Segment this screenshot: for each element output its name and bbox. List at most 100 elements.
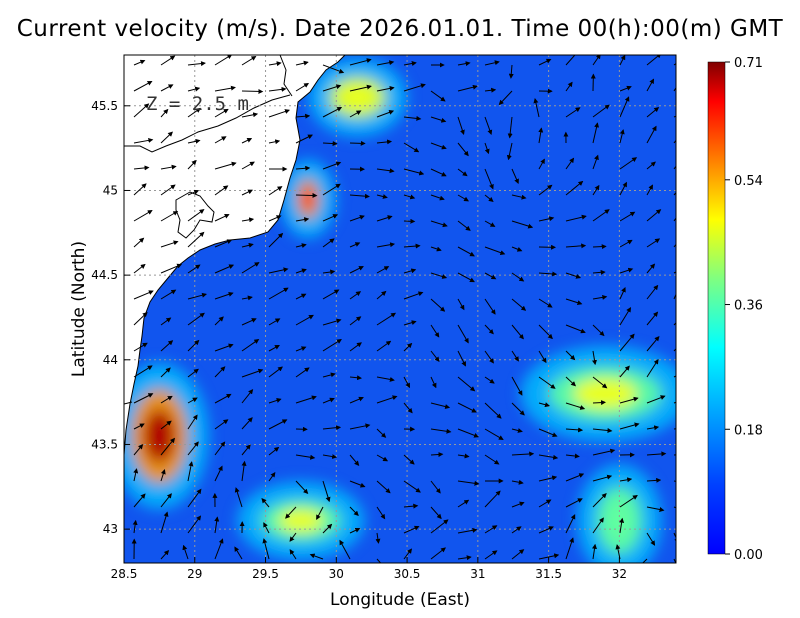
- velocity-arrow: [673, 532, 676, 544]
- x-tick-label: 31: [470, 567, 485, 581]
- speed-patches: [124, 57, 676, 563]
- velocity-arrow: [160, 437, 176, 456]
- velocity-arrow: [285, 506, 297, 519]
- velocity-arrow: [673, 480, 676, 482]
- velocity-arrow: [241, 161, 255, 170]
- velocity-arrow: [592, 324, 605, 337]
- velocity-arrow: [349, 396, 364, 404]
- velocity-arrow: [322, 523, 333, 534]
- velocity-arrow: [619, 96, 630, 118]
- velocity-arrow: [457, 428, 480, 438]
- velocity-arrow: [430, 402, 451, 409]
- velocity-arrow: [538, 298, 553, 308]
- velocity-arrow: [133, 183, 147, 196]
- velocity-arrow: [646, 55, 662, 66]
- velocity-arrow: [241, 112, 259, 118]
- speed-core: [301, 187, 315, 211]
- velocity-arrow: [673, 86, 676, 92]
- velocity-arrow: [430, 519, 449, 534]
- velocity-arrow: [322, 214, 339, 222]
- velocity-arrow: [565, 180, 584, 196]
- velocity-arrow: [619, 333, 635, 352]
- velocity-arrow: [619, 307, 632, 326]
- velocity-arrow: [592, 493, 607, 508]
- velocity-arrow: [133, 103, 150, 118]
- velocity-arrow: [376, 428, 387, 438]
- velocity-arrow: [484, 220, 496, 227]
- y-axis-ticks: 43 43.5 44 44.5 45 45.5: [91, 99, 130, 536]
- velocity-arrow: [214, 108, 229, 118]
- velocity-arrow: [511, 451, 535, 457]
- velocity-arrow: [565, 537, 574, 560]
- velocity-arrow: [241, 339, 260, 352]
- velocity-arrow: [646, 311, 659, 326]
- velocity-arrow: [457, 61, 471, 67]
- velocity-arrow: [646, 161, 656, 170]
- colorbar-label: 0.18: [734, 423, 763, 438]
- velocity-arrow: [619, 267, 634, 274]
- velocity-arrow: [376, 215, 393, 222]
- velocity-arrow: [592, 448, 616, 456]
- velocity-arrow: [295, 83, 310, 92]
- x-tick-label: 29: [187, 567, 202, 581]
- velocity-arrow: [457, 480, 480, 486]
- velocity-arrow: [430, 220, 448, 228]
- colorbar-label: 0.54: [734, 174, 763, 189]
- y-tick-label: 44.5: [91, 268, 118, 282]
- velocity-arrow: [322, 289, 340, 300]
- velocity-arrow: [511, 272, 525, 282]
- speed-core: [573, 378, 638, 409]
- grid: [124, 55, 676, 563]
- velocity-arrow: [295, 480, 309, 495]
- velocity-arrow: [133, 137, 154, 144]
- velocity-arrow: [295, 217, 310, 223]
- velocity-arrow: [349, 316, 362, 326]
- velocity-arrow: [484, 298, 496, 315]
- velocity-arrow: [268, 86, 287, 92]
- velocity-arrow: [160, 395, 173, 404]
- velocity-arrow: [322, 454, 338, 459]
- velocity-arrow: [133, 365, 153, 378]
- velocity-arrow: [403, 268, 417, 274]
- velocity-arrow: [430, 298, 446, 312]
- velocity-arrow: [295, 314, 314, 326]
- velocity-arrow: [619, 85, 632, 92]
- velocity-arrow: [646, 125, 657, 144]
- velocity-arrow: [430, 350, 440, 362]
- velocity-arrow: [511, 526, 522, 534]
- velocity-arrow: [349, 291, 362, 300]
- velocity-arrow: [214, 161, 237, 170]
- y-tick-label: 43.5: [91, 437, 118, 451]
- velocity-arrow: [646, 506, 665, 512]
- velocity-arrow: [565, 514, 576, 534]
- velocity-arrow: [673, 217, 676, 222]
- velocity-arrow: [268, 318, 281, 326]
- velocity-arrow: [619, 239, 633, 248]
- velocity-arrow: [646, 184, 653, 196]
- velocity-arrow: [234, 487, 243, 508]
- velocity-arrow: [565, 107, 581, 118]
- velocity-arrow: [214, 441, 226, 456]
- velocity-arrow: [376, 340, 392, 352]
- velocity-arrow: [403, 454, 415, 465]
- velocity-arrow: [511, 324, 524, 340]
- velocity-arrow: [349, 506, 359, 517]
- velocity-arrow: [457, 499, 470, 508]
- velocity-arrow: [619, 181, 627, 196]
- velocity-arrow: [484, 402, 502, 419]
- velocity-arrow: [403, 61, 417, 66]
- velocity-arrow: [160, 340, 174, 352]
- speed-core: [341, 85, 374, 109]
- velocity-arrow: [241, 388, 254, 404]
- velocity-arrow: [214, 85, 236, 92]
- velocity-arrow: [430, 452, 444, 457]
- velocity-arrow: [214, 393, 232, 404]
- velocity-arrow: [457, 84, 478, 92]
- velocity-arrow: [511, 402, 525, 416]
- velocity-arrow: [160, 211, 179, 222]
- velocity-arrow: [187, 231, 205, 248]
- velocity-arrow: [646, 451, 667, 457]
- velocity-arrow: [268, 186, 283, 196]
- y-tick-label: 44: [103, 353, 118, 367]
